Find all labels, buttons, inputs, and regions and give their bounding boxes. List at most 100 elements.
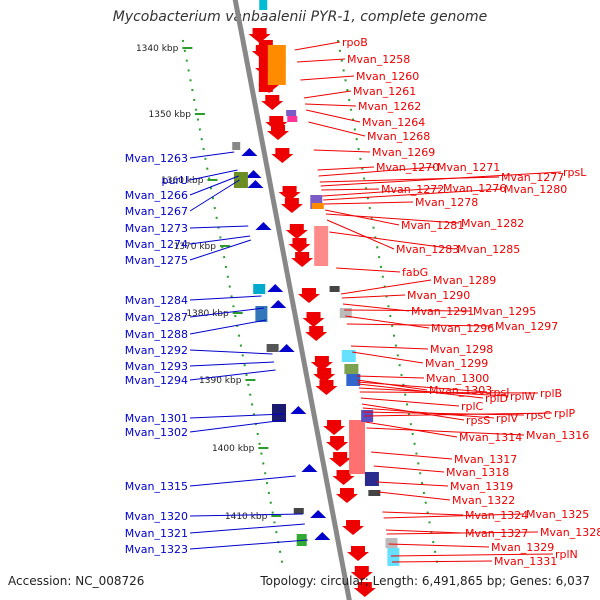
- forward-gene-label: Mvan_1264: [362, 116, 425, 129]
- scale-tick-label: 1400 kbp: [212, 444, 255, 454]
- reverse-gene-label: Mvan_1288: [125, 328, 188, 341]
- genome-backbone: [232, 0, 352, 600]
- scale-tick-label: 1350 kbp: [149, 110, 192, 120]
- forward-gene-arrow: [326, 436, 349, 451]
- scale-tick-label: 1380 kbp: [186, 309, 229, 319]
- forward-gene-leader: [350, 345, 429, 350]
- forward-gene-label: Mvan_1297: [495, 320, 558, 333]
- forward-feature-box: [259, 0, 268, 10]
- reverse-gene-leader: [189, 475, 296, 487]
- reverse-gene-label: purU: [161, 174, 188, 187]
- forward-gene-leader: [359, 391, 539, 394]
- reverse-feature-box: [233, 172, 248, 188]
- reverse-gene-label: Mvan_1323: [125, 543, 188, 556]
- forward-gene-leader: [356, 375, 425, 379]
- forward-feature-box: [385, 538, 398, 548]
- forward-gene-arrow: [335, 488, 358, 503]
- forward-gene-leader: [317, 166, 375, 171]
- forward-gene-label: Mvan_1316: [526, 429, 589, 442]
- forward-gene-arrow: [346, 546, 369, 561]
- reverse-gene-arrow: [301, 464, 318, 472]
- reverse-feature-box: [266, 344, 279, 352]
- forward-gene-leader: [325, 213, 460, 224]
- forward-gene-arrow: [323, 420, 346, 435]
- forward-feature-box: [346, 374, 361, 386]
- forward-gene-leader: [342, 303, 410, 312]
- forward-gene-leader: [388, 543, 490, 548]
- reverse-gene-label: Mvan_1292: [125, 344, 188, 357]
- forward-gene-leader: [366, 427, 525, 436]
- genome-summary-text: Topology: circular; Length: 6,491,865 bp…: [260, 574, 590, 588]
- reverse-gene-leader: [189, 513, 303, 517]
- forward-gene-leader: [325, 209, 400, 226]
- forward-gene-leader: [346, 323, 494, 327]
- forward-gene-label: Mvan_1290: [407, 289, 470, 302]
- forward-gene-label: Mvan_1298: [430, 343, 493, 356]
- reverse-gene-leader: [189, 295, 262, 301]
- forward-gene-label: Mvan_1317: [454, 453, 517, 466]
- reverse-gene-leader: [189, 319, 267, 335]
- forward-gene-arrow: [315, 380, 338, 395]
- forward-gene-arrow: [278, 186, 301, 201]
- reverse-gene-arrow: [314, 532, 331, 540]
- forward-gene-label: Mvan_1289: [433, 274, 496, 287]
- forward-gene-label: rplC: [461, 400, 484, 413]
- scale-tick-label: 1340 kbp: [136, 44, 179, 54]
- reverse-gene-arrow: [290, 406, 307, 414]
- reverse-gene-leader: [189, 369, 276, 381]
- forward-gene-label: Mvan_1268: [367, 130, 430, 143]
- forward-gene-label: Mvan_1322: [452, 494, 515, 507]
- forward-gene-label: rplB: [540, 387, 562, 400]
- forward-gene-arrow: [265, 116, 288, 131]
- reverse-gene-leader: [189, 419, 286, 433]
- forward-gene-leader: [344, 309, 472, 312]
- forward-gene-arrow: [248, 28, 271, 43]
- forward-gene-leader: [303, 90, 352, 99]
- forward-gene-arrow: [329, 452, 352, 467]
- forward-gene-label: Mvan_1278: [415, 196, 478, 209]
- reverse-gene-label: Mvan_1274: [125, 238, 188, 251]
- reverse-gene-label: Mvan_1273: [125, 222, 188, 235]
- scale-tick-label: 1370 kbp: [174, 242, 217, 252]
- forward-gene-leader: [326, 219, 395, 250]
- reverse-gene-label: Mvan_1266: [125, 189, 188, 202]
- forward-gene-leader: [320, 171, 562, 187]
- forward-gene-arrow: [267, 125, 289, 140]
- forward-gene-arrow: [280, 198, 303, 213]
- forward-gene-leader: [323, 201, 414, 205]
- forward-gene-leader: [336, 267, 401, 273]
- forward-gene-leader: [392, 560, 493, 563]
- reverse-gene-label: Mvan_1302: [125, 426, 188, 439]
- forward-gene-label: rplD: [485, 392, 508, 405]
- forward-gene-leader: [360, 397, 460, 407]
- forward-gene-label: Mvan_1282: [461, 217, 524, 230]
- forward-gene-label: Mvan_1328: [540, 526, 600, 539]
- forward-gene-label: Mvan_1325: [526, 508, 589, 521]
- forward-gene-leader: [300, 75, 355, 81]
- reverse-gene-leader: [189, 361, 275, 367]
- forward-gene-label: rplN: [555, 548, 578, 561]
- forward-feature-box: [341, 350, 356, 362]
- forward-gene-label: Mvan_1280: [504, 183, 567, 196]
- forward-gene-leader: [371, 451, 453, 460]
- reverse-gene-label: Mvan_1284: [125, 294, 188, 307]
- reverse-gene-arrow: [278, 344, 295, 352]
- forward-feature-box: [287, 116, 298, 122]
- reverse-gene-label: Mvan_1263: [125, 152, 188, 165]
- forward-gene-leader: [376, 481, 449, 487]
- reverse-gene-leader: [189, 179, 240, 212]
- forward-gene-label: fabG: [402, 266, 428, 279]
- reverse-gene-leader: [189, 175, 239, 196]
- forward-gene-leader: [345, 315, 430, 329]
- forward-gene-arrow: [350, 566, 373, 581]
- reverse-gene-arrow: [245, 170, 262, 178]
- forward-gene-arrow: [261, 95, 284, 110]
- reverse-gene-arrow: [310, 510, 327, 518]
- forward-gene-label: Mvan_1318: [446, 466, 509, 479]
- reverse-feature-box: [293, 508, 304, 514]
- forward-gene-arrow: [285, 224, 308, 239]
- forward-gene-label: Mvan_1276: [443, 182, 506, 195]
- reverse-gene-leader: [189, 413, 284, 419]
- reverse-gene-label: Mvan_1321: [125, 527, 188, 540]
- forward-gene-leader: [378, 491, 451, 501]
